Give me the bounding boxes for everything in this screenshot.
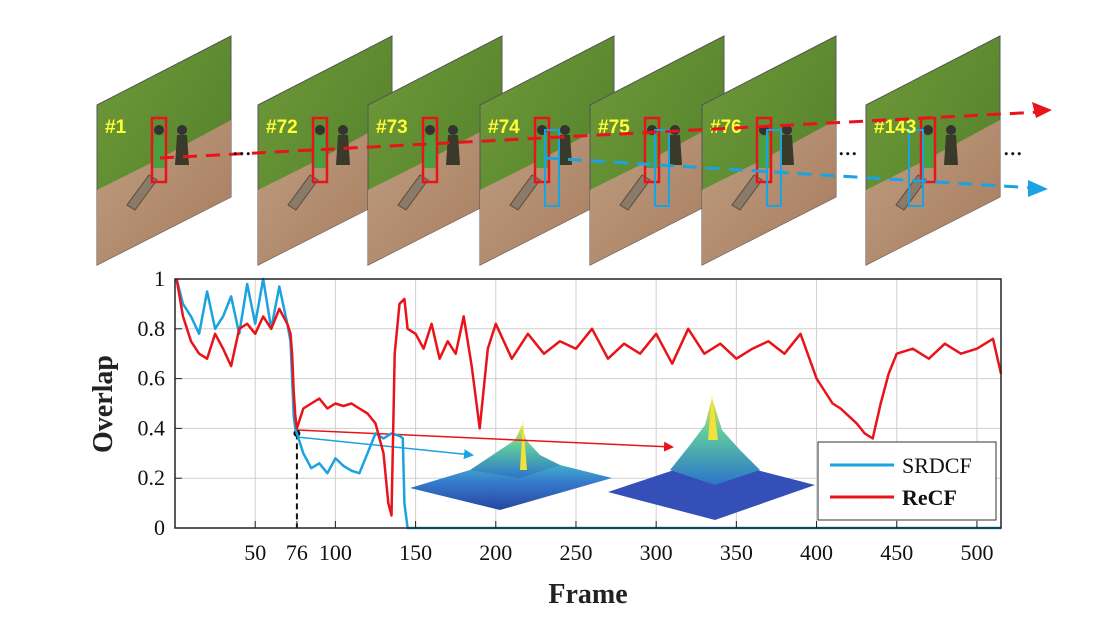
srdcf-response-arrow — [296, 436, 474, 460]
y-axis-label: Overlap — [88, 355, 119, 453]
x-tick-label: 76 — [286, 540, 308, 565]
video-frame: #74 — [479, 35, 615, 266]
x-tick-label: 250 — [559, 540, 592, 565]
srdcf-trajectory-arrowhead — [1028, 180, 1048, 197]
x-tick-label: 50 — [244, 540, 266, 565]
frame-gap-marker-2: ... — [838, 132, 858, 161]
recf-trajectory-arrow — [159, 110, 1041, 160]
legend-label-srdcf: SRDCF — [902, 453, 972, 478]
frame-label: #73 — [376, 117, 408, 138]
video-frame: #75 — [589, 35, 725, 266]
video-frame: #76 — [701, 35, 837, 266]
x-tick-label: 350 — [720, 540, 753, 565]
legend-label-recf: ReCF — [902, 485, 957, 510]
y-tick-label: 0.2 — [138, 465, 166, 490]
srdcf-response-map — [410, 420, 612, 510]
x-tick-label: 100 — [319, 540, 352, 565]
frame-sequence: #1 #72 #73 #74 #75 #76 #143 — [96, 35, 1001, 266]
frame-label: #76 — [710, 117, 742, 138]
frame-label: #74 — [488, 117, 520, 138]
x-tick-label: 150 — [399, 540, 432, 565]
x-tick-label: 400 — [800, 540, 833, 565]
x-tick-label: 500 — [960, 540, 993, 565]
video-frame: #143 — [865, 35, 1001, 266]
y-tick-label: 0 — [154, 515, 165, 540]
y-tick-label: 1 — [154, 266, 165, 291]
srdcf-trajectory-arrow — [544, 156, 1036, 190]
frame-gap-marker-1: ... — [232, 132, 252, 161]
frame-label: #143 — [874, 117, 916, 138]
series-line-recf — [175, 278, 1003, 517]
frame-gap-marker-3: ... — [1003, 132, 1023, 161]
recf-response-map — [608, 395, 815, 520]
video-frame: #1 — [96, 35, 232, 266]
legend-box — [817, 441, 997, 521]
y-tick-label: 0.8 — [138, 316, 166, 341]
video-frame: #73 — [367, 35, 503, 266]
frame-label: #1 — [105, 117, 127, 138]
legend: SRDCF ReCF — [817, 441, 997, 521]
x-tick-label: 200 — [479, 540, 512, 565]
frame-label: #72 — [266, 117, 298, 138]
recf-trajectory-arrowhead — [1032, 102, 1052, 118]
recf-response-arrow — [296, 429, 674, 452]
y-tick-label: 0.6 — [138, 366, 166, 391]
plot-frame — [174, 278, 1002, 529]
trajectory-arrows — [159, 102, 1052, 197]
x-tick-label: 300 — [640, 540, 673, 565]
x-axis-label: Frame — [548, 579, 627, 610]
x-tick-label: 450 — [880, 540, 913, 565]
y-tick-label: 0.4 — [138, 415, 166, 440]
